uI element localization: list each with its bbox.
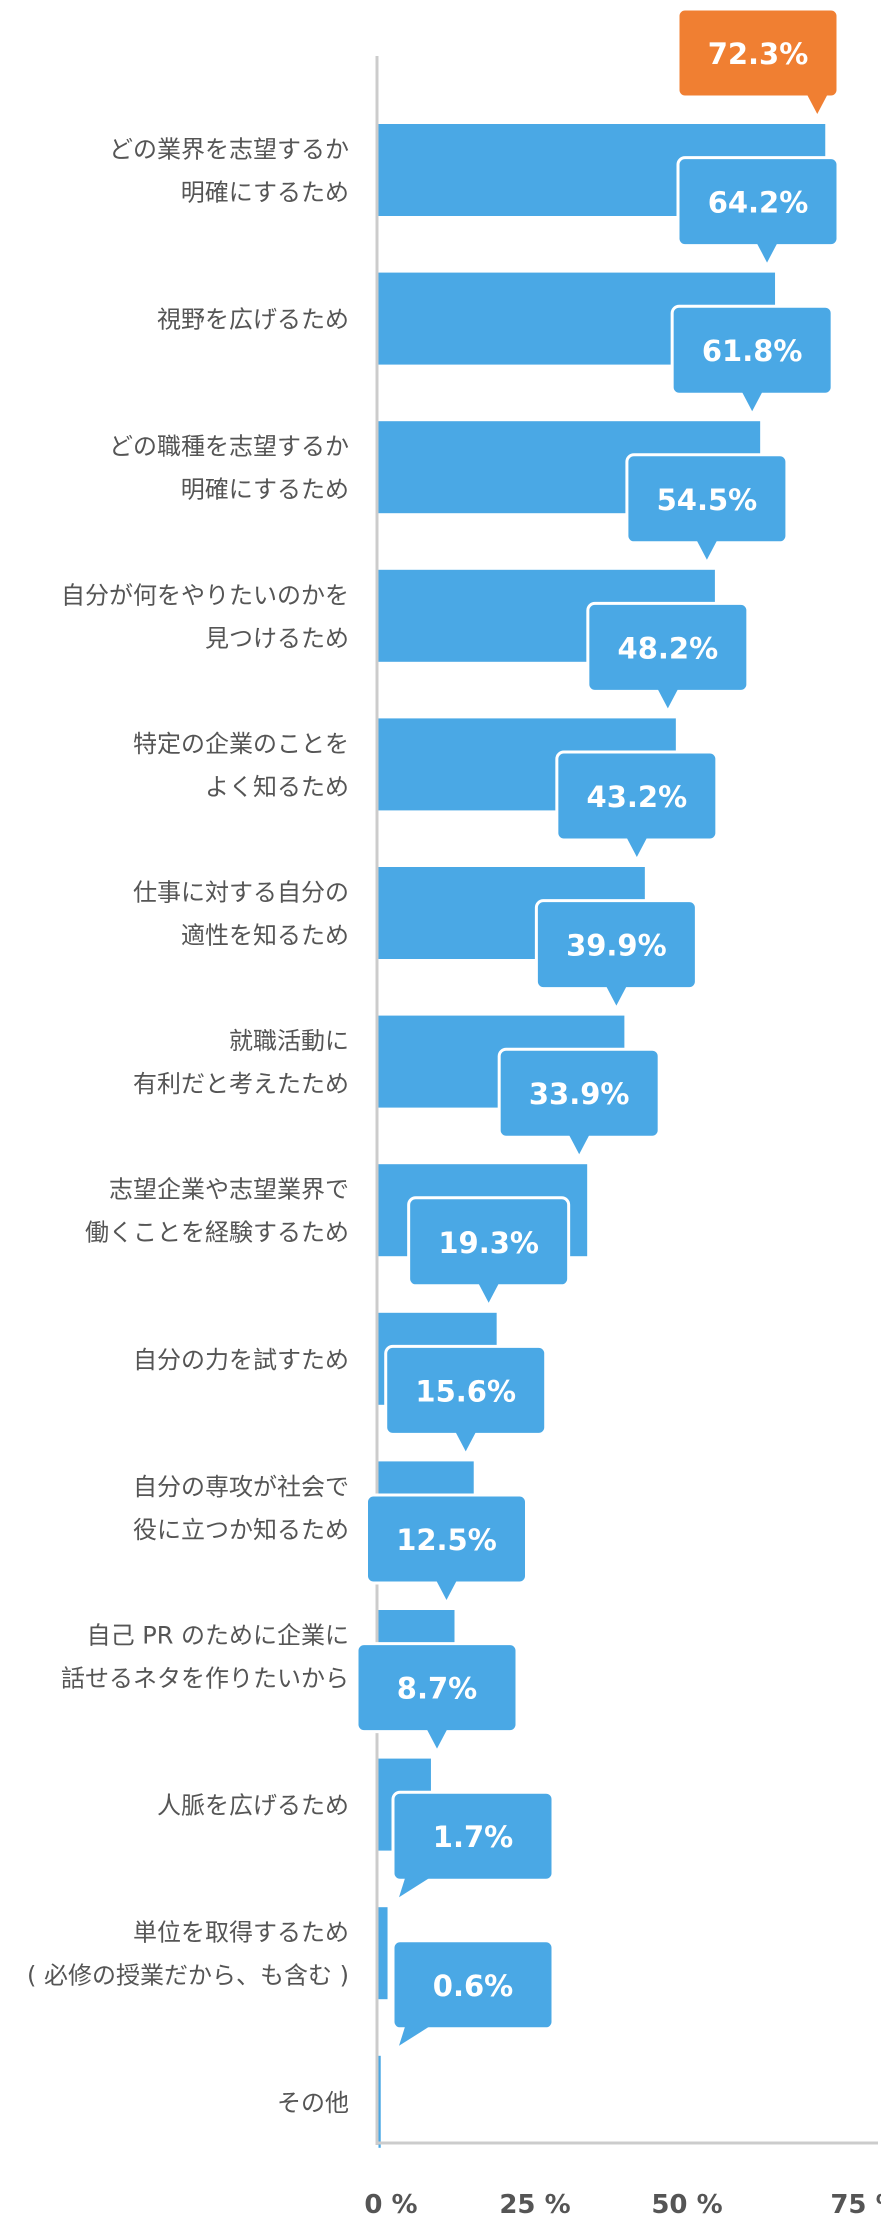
value-bubble-box: [676, 156, 840, 248]
category-label: 単位を取得するため( 必修の授業だから、も含む ): [27, 1919, 349, 1990]
value-bubble: 1.7%: [391, 1790, 555, 1898]
x-tick-labels: 0 % 25 % 50 % 75 %: [364, 2190, 881, 2220]
x-tick-label: 25 %: [499, 2190, 570, 2220]
category-label: 自分の力を試すため: [133, 1346, 349, 1374]
value-bubble: 72.3%: [676, 7, 840, 114]
value-label: 48.2%: [618, 631, 719, 665]
category-label: 仕事に対する自分の適性を知るため: [133, 879, 349, 950]
value-label: 54.5%: [657, 483, 758, 517]
value-bubble-tail: [399, 2026, 429, 2046]
value-bubble-box: [391, 1790, 555, 1882]
value-label: 1.7%: [433, 1820, 513, 1854]
value-label: 15.6%: [415, 1374, 516, 1408]
value-bubble-tail: [455, 1432, 476, 1452]
value-label: 64.2%: [708, 186, 809, 220]
value-label: 72.3%: [708, 37, 809, 71]
value-bubble-tail: [436, 1581, 457, 1600]
value-bubble-tail: [569, 1135, 590, 1155]
value-bubble-tail: [757, 243, 778, 263]
value-bubble-tail: [606, 986, 627, 1006]
value-bubble-tail: [427, 1729, 447, 1749]
value-bubble-tail: [478, 1283, 499, 1303]
category-label: 人脈を広げるため: [157, 1792, 349, 1820]
value-bubble-tail: [807, 95, 828, 114]
value-bubble-tail: [657, 689, 678, 709]
value-label: 12.5%: [396, 1523, 497, 1557]
x-tick-label: 0 %: [364, 2190, 417, 2220]
value-bubble: 39.9%: [534, 899, 698, 1006]
value-label: 0.6%: [433, 1969, 513, 2003]
value-label: 61.8%: [702, 334, 803, 368]
category-label: 自分の専攻が社会で役に立つか知るため: [133, 1473, 349, 1544]
value-label: 43.2%: [587, 780, 688, 814]
value-bubble-tail: [626, 838, 647, 857]
value-bubble-box: [676, 7, 840, 99]
bar: [378, 2055, 381, 2148]
value-bubble: 64.2%: [676, 156, 840, 263]
value-bubble-tail: [696, 540, 717, 560]
value-bubble: 15.6%: [384, 1344, 548, 1452]
value-bubble: 54.5%: [625, 453, 789, 560]
x-tick-label: 50 %: [651, 2190, 722, 2220]
value-bubble-tail: [399, 1878, 429, 1898]
value-label: 39.9%: [566, 929, 667, 963]
category-label: その他: [277, 2089, 349, 2117]
value-labels: 72.3% 64.2% 61.8% 54.5% 48.2% 43.2% 39.9% 33.9%…: [355, 7, 840, 2046]
category-label: どの業界を志望するか明確にするため: [109, 136, 349, 207]
value-bubble: 0.6%: [391, 1939, 555, 2046]
category-label: 視野を広げるため: [157, 306, 349, 334]
category-label: どの職種を志望するか明確にするため: [109, 433, 349, 504]
category-label: 就職活動に有利だと考えたため: [133, 1027, 349, 1098]
value-bubble: 43.2%: [555, 750, 719, 857]
category-label: 志望企業や志望業界で働くことを経験するため: [85, 1176, 349, 1247]
value-bubble-box: [391, 1939, 555, 2031]
value-bubble: 19.3%: [407, 1196, 571, 1303]
value-bubble: 61.8%: [670, 304, 834, 412]
value-bubble: 33.9%: [497, 1047, 661, 1155]
category-label: 自分が何をやりたいのかを見つけるため: [61, 581, 349, 652]
value-label: 8.7%: [397, 1672, 477, 1706]
value-label: 19.3%: [438, 1226, 539, 1260]
value-bubble: 8.7%: [355, 1642, 519, 1749]
category-label: 特定の企業のことをよく知るため: [133, 730, 349, 801]
value-bubble: 48.2%: [586, 601, 750, 709]
value-label: 33.9%: [529, 1077, 630, 1111]
category-labels: どの業界を志望するか明確にするため視野を広げるためどの職種を志望するか明確にする…: [27, 136, 349, 2117]
x-tick-label: 75 %: [830, 2190, 881, 2220]
value-bubble-tail: [742, 392, 763, 412]
value-bubble: 12.5%: [365, 1493, 528, 1600]
category-label: 自己 PR のために企業に話せるネタを作りたいから: [61, 1622, 349, 1693]
bar: [378, 1907, 388, 2000]
